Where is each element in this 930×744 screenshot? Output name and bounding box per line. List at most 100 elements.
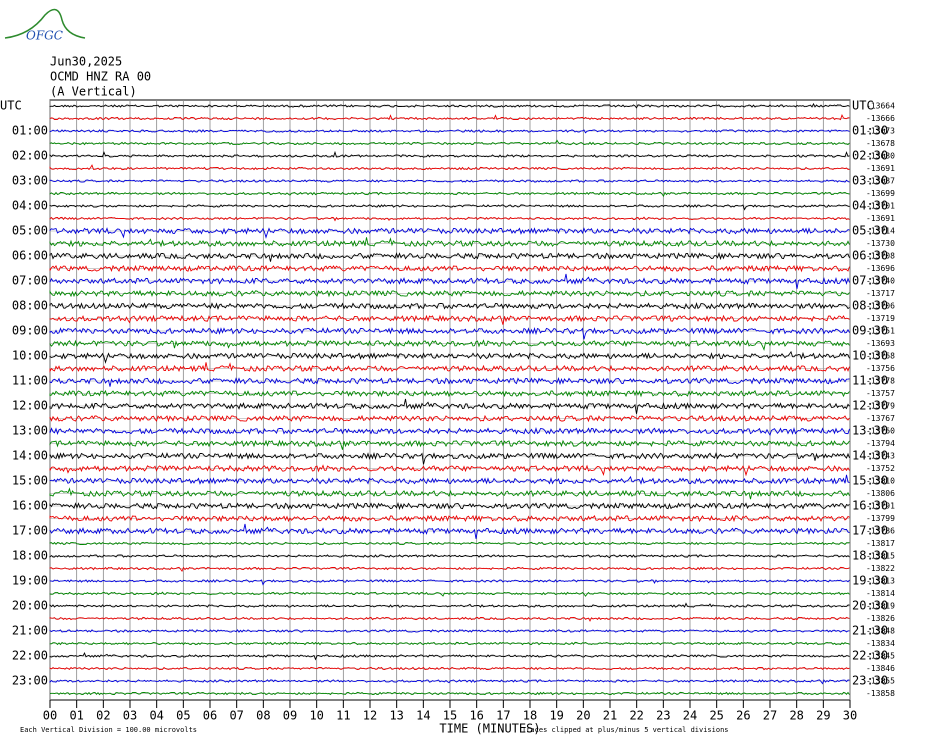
trace [49, 566, 850, 573]
trace-offset: -13814 [866, 589, 895, 598]
x-tick-label: 05 [176, 709, 190, 723]
trace [49, 502, 850, 511]
logo-curve [4, 8, 86, 39]
trace [49, 113, 850, 121]
x-tick-label: 07 [229, 709, 243, 723]
right-time-label: 05:30 [852, 224, 888, 238]
trace-offset: -13714 [866, 227, 895, 236]
trace [49, 426, 850, 437]
trace [49, 164, 850, 171]
trace [49, 652, 850, 661]
clip-note: Traces clipped at plus/minus 5 vertical … [522, 726, 729, 734]
trace-offset: -13730 [866, 239, 895, 248]
left-time-label: UTC [0, 99, 22, 113]
left-time-label: 10:00 [12, 349, 48, 363]
trace-offset: -13813 [866, 577, 895, 586]
trace-offset: -13708 [866, 252, 895, 261]
left-time-label: 13:00 [12, 424, 48, 438]
trace-offset: -13706 [866, 302, 895, 311]
trace-offset: -13696 [866, 264, 895, 273]
right-time-label: 10:30 [852, 349, 888, 363]
left-time-label: 05:00 [12, 224, 48, 238]
x-tick-label: 29 [816, 709, 830, 723]
x-tick-label: 23 [656, 709, 670, 723]
x-tick-label: 27 [763, 709, 777, 723]
trace-offset: -13826 [866, 614, 895, 623]
right-time-label: 16:30 [852, 499, 888, 513]
right-time-label: 18:30 [852, 549, 888, 563]
trace [49, 541, 850, 546]
right-time-label: 03:30 [852, 174, 888, 188]
right-time-label: 14:30 [852, 449, 888, 463]
trace [49, 523, 850, 539]
trace [49, 216, 850, 222]
left-time-label: 16:00 [12, 499, 48, 513]
trace [49, 629, 850, 633]
trace [49, 398, 850, 414]
x-tick-label: 14 [416, 709, 430, 723]
trace [49, 150, 850, 158]
right-time-label: 09:30 [852, 324, 888, 338]
right-time-label: 21:30 [852, 624, 888, 638]
trace-offset: -13756 [866, 364, 895, 373]
left-time-label: 08:00 [12, 299, 48, 313]
x-tick-label: 19 [549, 709, 563, 723]
trace [49, 474, 850, 485]
trace [49, 289, 850, 298]
trace [49, 102, 850, 109]
trace [49, 514, 850, 523]
trace [49, 314, 850, 325]
left-time-label: 20:00 [12, 599, 48, 613]
trace-offset: -13664 [866, 102, 895, 111]
trace-offset: -13806 [866, 489, 895, 498]
x-tick-label: 26 [736, 709, 750, 723]
x-tick-label: 17 [496, 709, 510, 723]
x-tick-label: 16 [469, 709, 483, 723]
x-tick-label: 03 [123, 709, 137, 723]
trace [49, 326, 850, 340]
x-tick-label: 30 [843, 709, 857, 723]
trace-offset: -13699 [866, 189, 895, 198]
left-time-label: 19:00 [12, 574, 48, 588]
left-time-label: 06:00 [12, 249, 48, 263]
trace-offset: -13846 [866, 664, 895, 673]
trace-offset: -13791 [866, 502, 895, 511]
trace-offset: -13673 [866, 127, 895, 136]
left-time-label: 12:00 [12, 399, 48, 413]
trace-offset: -13848 [866, 627, 895, 636]
trace-offset: -13691 [866, 214, 895, 223]
component: (A Vertical) [50, 85, 137, 99]
right-time-label: 17:30 [852, 524, 888, 538]
trace-offset: -13687 [866, 177, 895, 186]
trace-offset: -13752 [866, 464, 895, 473]
station: OCMD HNZ RA 00 [50, 70, 151, 84]
trace [49, 362, 850, 373]
left-time-label: 09:00 [12, 324, 48, 338]
x-tick-label: 24 [683, 709, 697, 723]
x-tick-label: 06 [203, 709, 217, 723]
trace-offset: -13834 [866, 639, 895, 648]
trace-offset: -13779 [866, 402, 895, 411]
x-tick-label: 02 [96, 709, 110, 723]
trace-offset: -13855 [866, 677, 895, 686]
right-time-label: 15:30 [852, 474, 888, 488]
trace [49, 641, 850, 646]
trace [49, 204, 850, 211]
right-time-label: 19:30 [852, 574, 888, 588]
right-time-label: UTC [852, 99, 874, 113]
trace [49, 377, 850, 387]
scale-note: Each Vertical Division = 100.00 microvol… [20, 726, 197, 734]
trace-offset: -13786 [866, 527, 895, 536]
trace [49, 591, 850, 597]
x-tick-label: 28 [789, 709, 803, 723]
trace-offset: -13666 [866, 114, 895, 123]
trace-offset: -13822 [866, 564, 895, 573]
trace-offset: -13767 [866, 414, 895, 423]
right-time-label: 01:30 [852, 124, 888, 138]
trace [49, 339, 850, 351]
trace-offset: -13845 [866, 652, 895, 661]
trace [49, 264, 850, 273]
left-time-label: 17:00 [12, 524, 48, 538]
right-time-label: 02:30 [852, 149, 888, 163]
